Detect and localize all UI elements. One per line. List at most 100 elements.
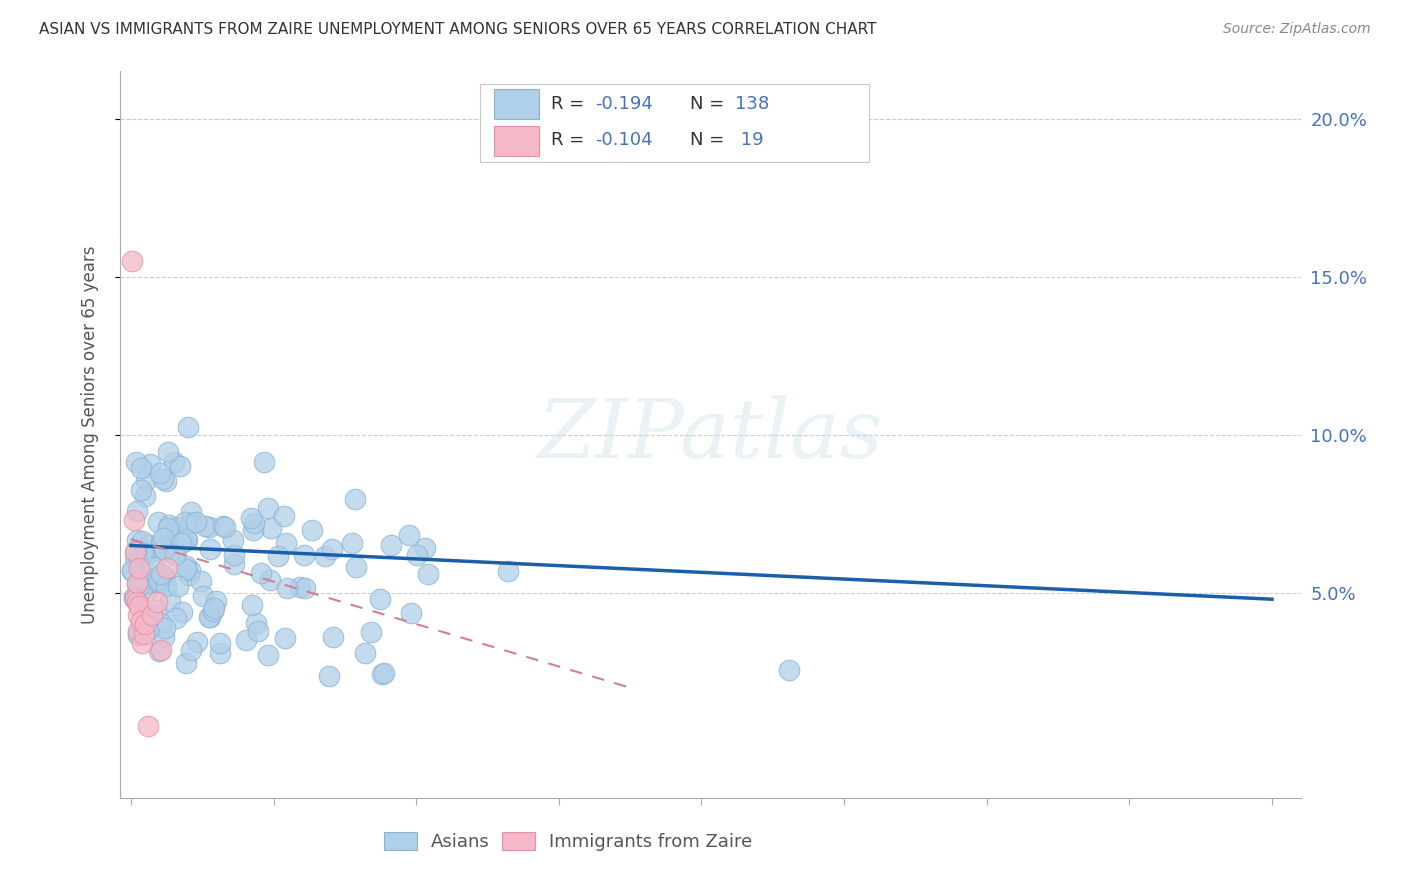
Point (401, 606, 423, 620)
Point (142, 560, 165, 574)
Point (240, 511, 263, 525)
Point (406, 548, 429, 562)
Point (122, 591, 145, 606)
Point (256, 648, 278, 662)
Point (124, 545, 146, 559)
Point (273, 508, 295, 523)
Point (180, 642, 202, 657)
Point (416, 566, 439, 581)
Point (222, 558, 245, 572)
Point (153, 541, 176, 556)
Point (240, 598, 263, 612)
Point (174, 515, 197, 529)
Point (267, 549, 290, 563)
Point (148, 515, 170, 529)
Point (125, 455, 148, 469)
Point (125, 533, 148, 547)
Point (198, 610, 221, 624)
Point (221, 533, 243, 547)
Text: N =: N = (690, 95, 730, 113)
Point (153, 631, 176, 645)
Point (125, 577, 148, 591)
Point (157, 517, 180, 532)
Point (122, 591, 145, 605)
Point (242, 523, 264, 537)
Point (136, 584, 159, 599)
Point (125, 595, 148, 609)
Point (198, 610, 221, 624)
Point (496, 564, 519, 578)
Point (149, 536, 172, 550)
Text: 138: 138 (735, 95, 769, 113)
FancyBboxPatch shape (494, 126, 538, 156)
Point (165, 611, 187, 625)
Point (176, 532, 198, 546)
Point (314, 549, 336, 563)
Point (155, 474, 177, 488)
Point (344, 560, 367, 574)
Point (127, 607, 149, 622)
Point (128, 599, 150, 613)
Point (149, 575, 172, 590)
Point (138, 539, 160, 553)
Point (149, 467, 172, 481)
Point (152, 570, 174, 584)
Point (124, 549, 146, 564)
Point (190, 574, 212, 589)
Point (274, 536, 297, 550)
Point (143, 570, 166, 584)
Point (205, 593, 228, 607)
Point (121, 563, 143, 577)
Point (149, 642, 172, 657)
Point (169, 458, 191, 473)
Point (180, 516, 202, 530)
Point (166, 520, 188, 534)
Point (294, 582, 316, 596)
Point (194, 518, 217, 533)
Text: 19: 19 (735, 131, 763, 149)
Point (152, 472, 174, 486)
Point (138, 624, 160, 638)
FancyBboxPatch shape (494, 89, 538, 119)
Point (172, 535, 194, 549)
Point (155, 560, 177, 574)
Text: -0.194: -0.194 (596, 95, 654, 113)
Text: Source: ZipAtlas.com: Source: ZipAtlas.com (1223, 22, 1371, 37)
Point (165, 548, 187, 562)
Point (340, 536, 363, 550)
Point (146, 574, 169, 588)
Point (322, 630, 344, 644)
Y-axis label: Unemployment Among Seniors over 65 years: Unemployment Among Seniors over 65 years (80, 245, 98, 624)
Point (197, 520, 219, 534)
Point (134, 489, 156, 503)
Point (122, 513, 145, 527)
Point (413, 541, 436, 556)
Point (125, 545, 148, 559)
Point (131, 460, 153, 475)
Point (134, 549, 156, 564)
Point (208, 646, 231, 660)
Text: R =: R = (551, 95, 589, 113)
Point (148, 575, 170, 590)
Point (180, 504, 202, 518)
Point (157, 520, 180, 534)
Point (276, 581, 298, 595)
Point (368, 592, 391, 607)
Point (155, 579, 177, 593)
Point (136, 719, 159, 733)
Point (202, 601, 225, 615)
Point (778, 663, 800, 677)
Point (179, 567, 201, 582)
Point (131, 483, 153, 497)
Point (292, 548, 315, 562)
Point (354, 646, 377, 660)
Point (129, 550, 152, 565)
Point (153, 621, 176, 635)
Point (157, 540, 180, 554)
Point (121, 254, 143, 268)
Point (290, 580, 312, 594)
Point (360, 624, 382, 639)
Point (211, 519, 233, 533)
Point (134, 617, 156, 632)
Point (125, 544, 148, 558)
